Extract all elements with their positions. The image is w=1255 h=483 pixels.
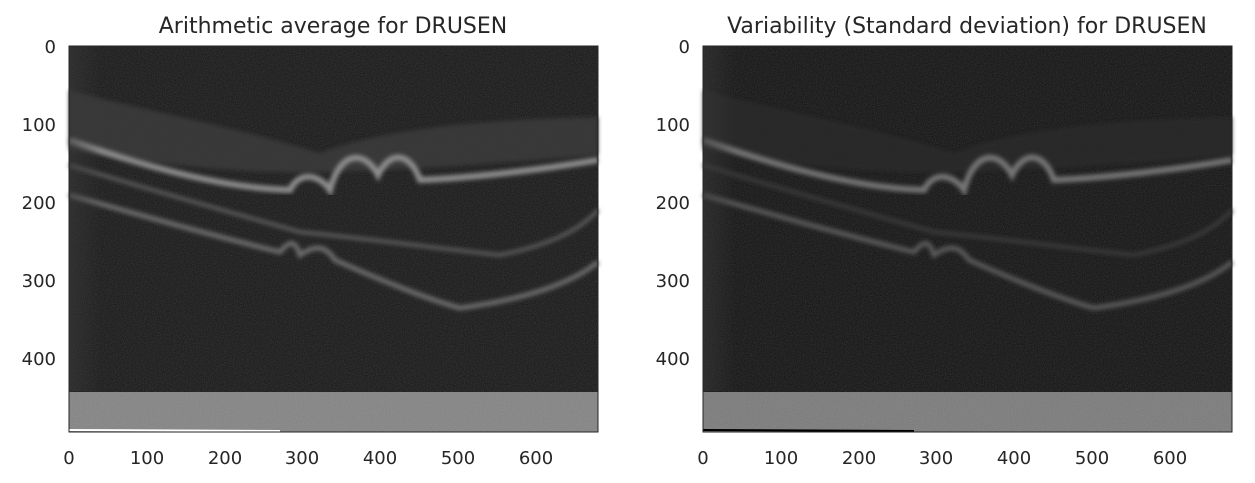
x-tick-label: 300 <box>285 448 319 469</box>
x-tick-label: 200 <box>842 448 876 469</box>
panel-average: Arithmetic average for DRUSEN 0 100 200 … <box>22 14 600 469</box>
y-ticks: 0 100 200 300 400 <box>656 37 690 370</box>
x-tick-label: 100 <box>130 448 164 469</box>
y-tick-label: 300 <box>656 271 690 292</box>
y-tick-label: 100 <box>656 115 690 136</box>
y-tick-label: 0 <box>679 37 690 58</box>
y-tick-label: 300 <box>22 271 56 292</box>
x-ticks: 0 100 200 300 400 500 600 <box>63 448 553 469</box>
x-tick-label: 500 <box>1075 448 1109 469</box>
y-ticks: 0 100 200 300 400 <box>22 37 56 370</box>
y-tick-label: 0 <box>45 37 56 58</box>
x-tick-label: 600 <box>1153 448 1187 469</box>
x-ticks: 0 100 200 300 400 500 600 <box>697 448 1187 469</box>
y-tick-label: 400 <box>656 349 690 370</box>
x-tick-label: 400 <box>363 448 397 469</box>
x-tick-label: 600 <box>519 448 553 469</box>
chart-title: Variability (Standard deviation) for DRU… <box>727 14 1207 39</box>
oct-image-average <box>68 46 600 432</box>
x-tick-label: 100 <box>764 448 798 469</box>
x-tick-label: 0 <box>63 448 74 469</box>
x-tick-label: 200 <box>208 448 242 469</box>
chart-title: Arithmetic average for DRUSEN <box>159 14 508 39</box>
axes-frame <box>702 45 1233 433</box>
x-tick-label: 300 <box>919 448 953 469</box>
axes-frame <box>68 45 599 433</box>
x-tick-label: 500 <box>441 448 475 469</box>
oct-image-std <box>702 46 1234 432</box>
y-tick-label: 200 <box>22 193 56 214</box>
panel-std: Variability (Standard deviation) for DRU… <box>656 14 1234 469</box>
x-tick-label: 400 <box>997 448 1031 469</box>
y-tick-label: 200 <box>656 193 690 214</box>
y-tick-label: 400 <box>22 349 56 370</box>
y-tick-label: 100 <box>22 115 56 136</box>
x-tick-label: 0 <box>697 448 708 469</box>
